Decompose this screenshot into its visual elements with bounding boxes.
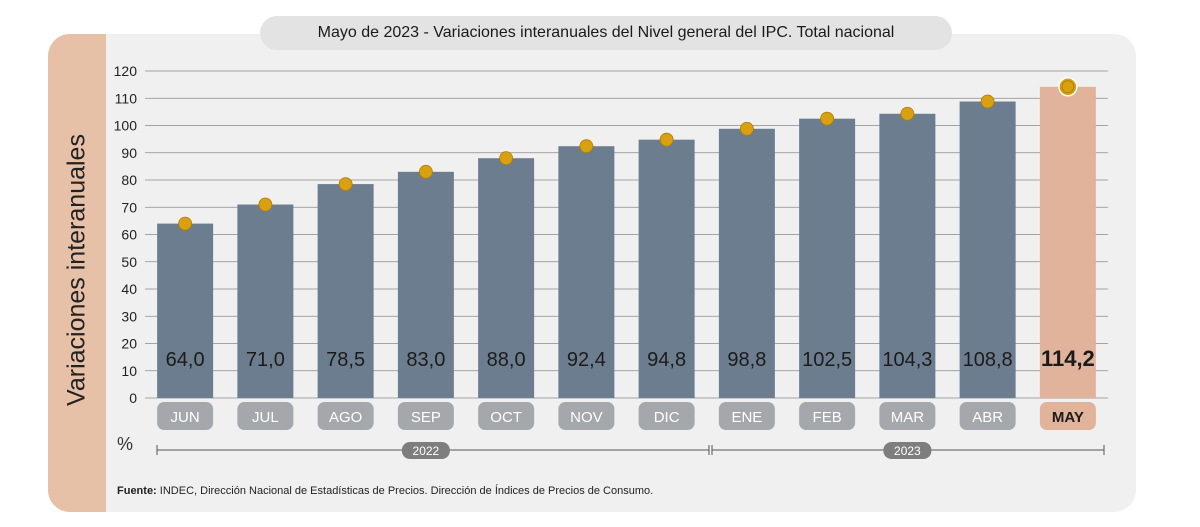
category-label: ENE [731,409,762,426]
y-tick-label: 90 [121,145,137,161]
category-label: ABR [972,409,1003,426]
marker-dot [1061,80,1075,94]
marker-dot [980,94,995,109]
chart-title-text: Mayo de 2023 - Variaciones interanuales … [317,24,895,41]
marker-dot [820,111,835,126]
category-pill [478,402,535,430]
category-label: JUL [252,409,279,426]
y-axis-label-strip [48,34,106,512]
bar-dic [638,139,695,399]
value-label: 83,0 [406,349,445,371]
y-tick-label: 10 [121,363,137,379]
value-label: 102,5 [802,349,852,371]
y-tick-label: 120 [114,63,138,79]
bar-ene [718,128,775,398]
y-tick-label: 100 [114,118,138,134]
y-tick-label: 0 [129,390,137,406]
y-tick-label: 30 [121,308,137,324]
value-label: 94,8 [647,349,686,371]
value-label: 64,0 [166,349,205,371]
group-label: 2023 [894,444,921,458]
category-label: NOV [570,409,603,426]
bar-feb [799,118,856,398]
group-pill [401,442,450,459]
group-pill [883,442,932,459]
y-tick-label: 80 [121,172,137,188]
chart-title: Mayo de 2023 - Variaciones interanuales … [260,16,952,50]
y-tick-label: 20 [121,336,137,352]
category-pill [638,402,695,430]
category-pill [558,402,615,430]
bar-ago [317,184,374,398]
value-label: 98,8 [727,349,766,371]
y-tick-label: 60 [121,227,137,243]
y-tick-label: 50 [121,254,137,270]
marker-dot [900,106,915,121]
y-tick-label: 40 [121,281,137,297]
value-label: 78,5 [326,349,365,371]
category-pill [317,402,374,430]
marker-dot [739,121,754,136]
marker-dot [258,197,273,212]
bar-nov [558,146,615,398]
category-pill [397,402,454,430]
category-label: MAR [891,409,925,426]
bar-sep [397,171,454,398]
value-label: 104,3 [882,349,932,371]
marker-dot [338,177,353,191]
bar-mar [879,113,936,398]
source-label: Fuente: [117,485,157,497]
value-label: 108,8 [963,349,1013,371]
category-pill [959,402,1016,430]
y-tick-label: 70 [121,199,137,215]
category-label: JUN [171,409,200,426]
y-tick-label: 110 [115,90,138,106]
value-label: 92,4 [567,349,606,371]
group-label: 2022 [413,444,440,458]
bar-oct [478,158,535,398]
bar-jul [237,204,294,398]
category-pill [1039,402,1096,430]
category-pill [879,402,936,430]
category-label: SEP [411,409,441,426]
category-label: AGO [329,409,362,426]
y-unit-label: % [117,434,133,454]
marker-dot [178,216,193,231]
category-label: FEB [813,409,842,426]
bar-jun [157,223,214,398]
category-pill [718,402,775,430]
category-pill [237,402,294,430]
value-label: 88,0 [487,349,526,371]
category-label: OCT [490,409,522,426]
category-pill [799,402,856,430]
category-label: DIC [654,409,680,426]
source-text: INDEC, Dirección Nacional de Estadística… [156,485,654,497]
marker-dot [418,164,433,179]
category-pill [157,402,214,430]
bar-may [1039,86,1096,399]
value-label: 71,0 [246,349,285,371]
bar-abr [959,101,1016,399]
value-label: 114,2 [1041,346,1095,371]
source-footer: Fuente: INDEC, Dirección Nacional de Est… [117,485,653,497]
marker-dot [579,139,594,154]
marker-dot [499,151,514,166]
category-label: MAY [1052,409,1084,426]
marker-dot [659,132,674,147]
